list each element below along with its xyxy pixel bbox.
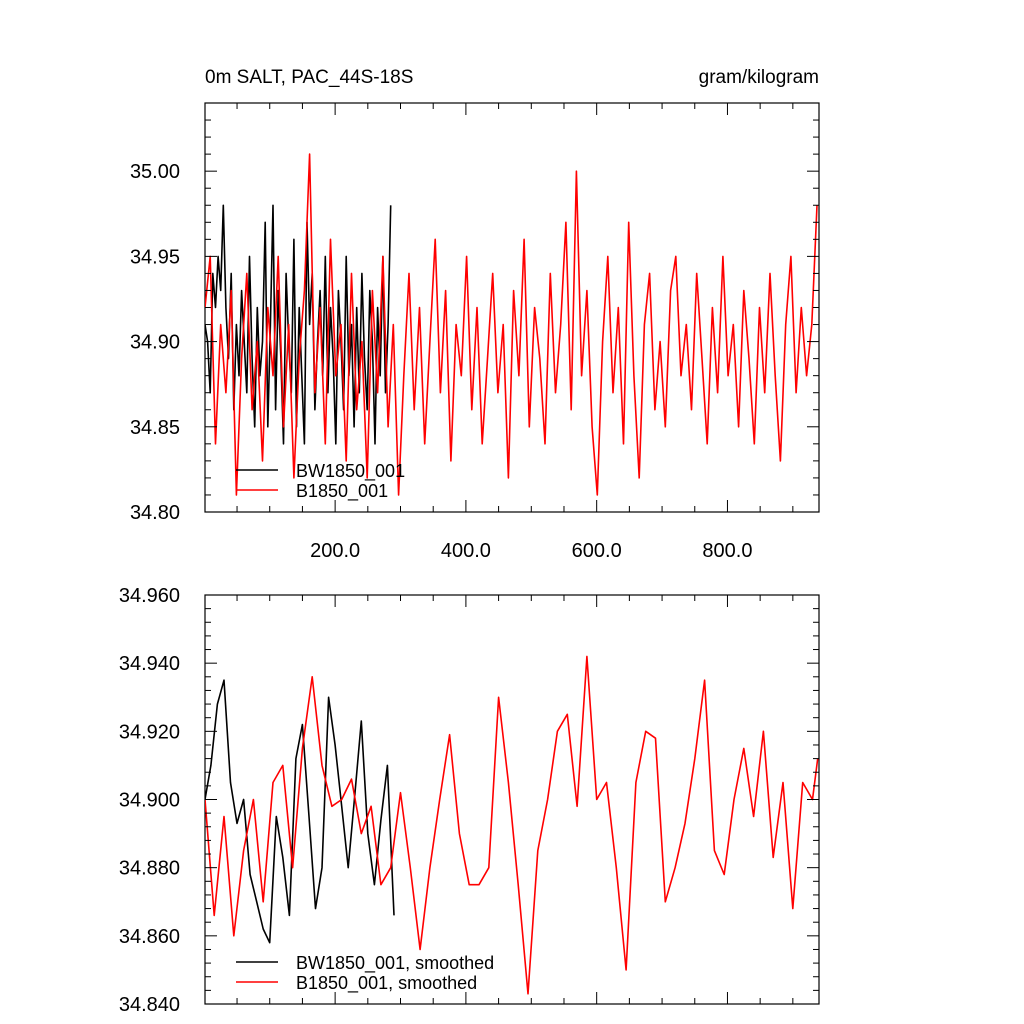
x-tick-label: 800.0 bbox=[702, 540, 752, 562]
y-tick-label: 34.940 bbox=[119, 653, 180, 675]
y-tick-label: 34.880 bbox=[119, 858, 180, 880]
y-tick-label: 34.840 bbox=[119, 994, 180, 1016]
y-tick-label: 34.85 bbox=[130, 417, 180, 439]
y-tick-label: 34.80 bbox=[130, 502, 180, 524]
legend-label-b1850-001-smoothed: B1850_001, smoothed bbox=[296, 973, 477, 994]
legend-top: BW1850_001 B1850_001 bbox=[236, 461, 405, 502]
series-line-bw1850-001-smoothed bbox=[205, 679, 395, 944]
y-tick-label: 34.920 bbox=[119, 721, 180, 743]
series-group-bottom bbox=[205, 655, 819, 995]
y-tick-label: 34.860 bbox=[119, 926, 180, 948]
y-tick-label: 34.95 bbox=[130, 246, 180, 268]
legend-bottom: BW1850_001, smoothed B1850_001, smoothed bbox=[236, 953, 494, 994]
series-group-top bbox=[205, 153, 818, 496]
x-tick-label: 400.0 bbox=[441, 540, 491, 562]
series-line-b1850-001 bbox=[205, 153, 818, 496]
legend-label-bw1850-001: BW1850_001 bbox=[296, 461, 405, 482]
panel-bottom: 34.840 34.860 34.880 34.900 34.920 34.940 34.9… bbox=[119, 585, 820, 1016]
tick-group-top: 200.0 400.0 600.0 800.0 34.80 34.85 34.90 34.95… bbox=[130, 102, 819, 562]
y-tick-label: 34.900 bbox=[119, 790, 180, 812]
chart-title-right: gram/kilogram bbox=[699, 67, 819, 88]
tick-group-bottom: 34.840 34.860 34.880 34.900 34.920 34.940 34.9… bbox=[119, 585, 819, 1016]
legend-label-bw1850-001-smoothed: BW1850_001, smoothed bbox=[296, 953, 494, 974]
chart-title-left: 0m SALT, PAC_44S-18S bbox=[205, 67, 413, 88]
y-tick-label: 34.90 bbox=[130, 332, 180, 354]
y-tick-label: 34.960 bbox=[119, 585, 180, 607]
y-tick-label: 35.00 bbox=[130, 161, 180, 183]
x-tick-label: 600.0 bbox=[572, 540, 622, 562]
x-tick-label: 200.0 bbox=[310, 540, 360, 562]
legend-label-b1850-001: B1850_001 bbox=[296, 481, 388, 502]
panel-top: 200.0 400.0 600.0 800.0 34.80 34.85 34.90 34.95… bbox=[130, 67, 820, 562]
series-line-b1850-001-smoothed bbox=[205, 655, 819, 995]
